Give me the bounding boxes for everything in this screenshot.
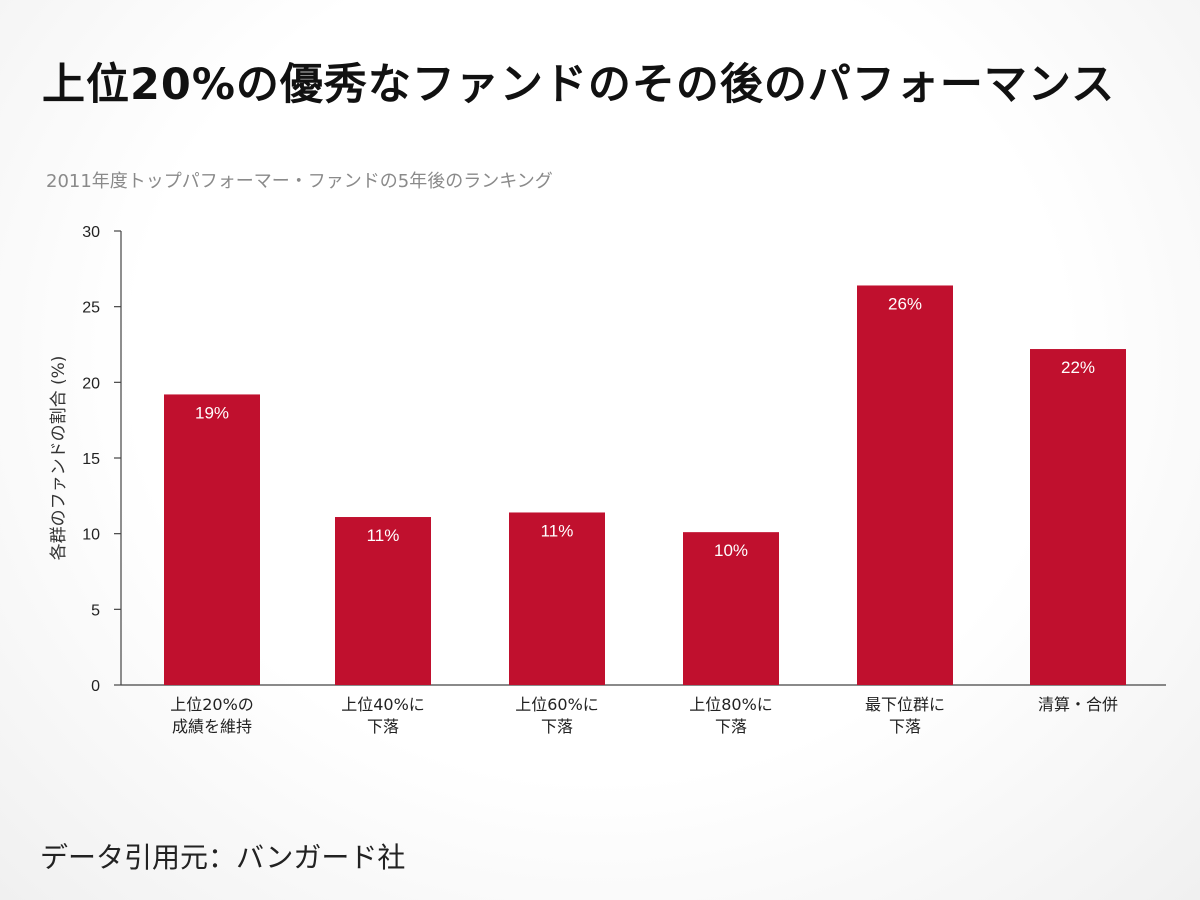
y-tick-label: 25 <box>82 300 100 317</box>
bar-value-label: 22% <box>1061 358 1095 377</box>
bar <box>857 285 953 685</box>
x-category-label: 下落 <box>541 717 573 736</box>
x-category-label: 下落 <box>367 717 399 736</box>
bar <box>683 532 779 685</box>
bar-value-label: 11% <box>367 526 400 545</box>
y-tick-label: 5 <box>91 602 100 619</box>
bar <box>164 394 260 685</box>
bar-value-label: 19% <box>195 403 229 422</box>
x-category-label: 下落 <box>889 717 921 736</box>
x-category-label: 上位60%に <box>515 695 599 714</box>
y-tick-label: 30 <box>82 224 100 241</box>
source-note: データ引用元：バンガード社 <box>40 841 406 874</box>
bar <box>1030 349 1126 685</box>
bar-value-label: 26% <box>888 294 922 313</box>
bar <box>509 512 605 685</box>
y-tick-label: 15 <box>82 451 100 468</box>
x-category-label: 上位40%に <box>341 695 425 714</box>
y-tick-label: 10 <box>82 527 100 544</box>
x-category-label: 下落 <box>715 717 747 736</box>
x-category-label: 最下位群に <box>865 695 945 714</box>
y-tick-label: 20 <box>82 375 100 392</box>
chart-subtitle: 2011年度トップパフォーマー・ファンドの5年後のランキング <box>46 171 553 192</box>
x-category-label: 上位80%に <box>689 695 773 714</box>
x-category-label: 上位20%の <box>170 695 254 714</box>
bar-value-label: 11% <box>541 521 574 540</box>
page-title: 上位20%の優秀なファンドのその後のパフォーマンス <box>42 60 1116 110</box>
x-category-label: 清算・合併 <box>1038 695 1118 714</box>
y-axis-label: 各群のファンドの割合 (%) <box>49 356 69 561</box>
y-tick-label: 0 <box>91 678 100 695</box>
bar-value-label: 10% <box>714 541 748 560</box>
x-category-label: 成績を維持 <box>172 717 252 736</box>
bar <box>335 517 431 685</box>
